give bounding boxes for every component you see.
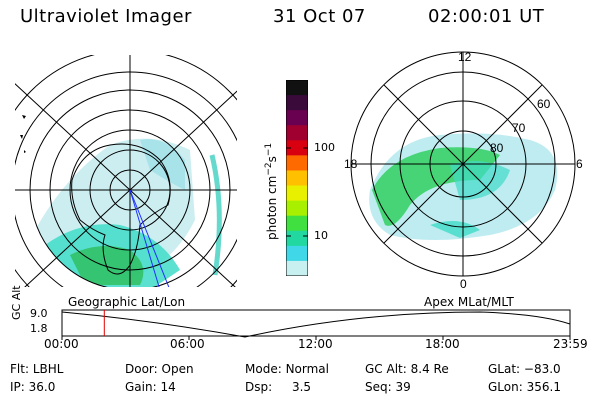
mlat-label-60: 60 [537, 97, 551, 111]
timeline-ytick-high: 9.0 [30, 307, 48, 320]
colorbar-band [286, 245, 308, 262]
timeline-xtick-0000: 00:00 [44, 337, 79, 351]
colorbar-band [286, 140, 308, 156]
door-info: Door: Open [125, 362, 194, 376]
colorbar-band [286, 185, 308, 202]
antarctica-coastline [71, 143, 171, 275]
colorbar-band [286, 170, 308, 187]
mlat-label-80: 80 [490, 141, 504, 155]
mlt-spokes [351, 52, 575, 276]
gcalt-info: GC Alt: 8.4 Re [365, 362, 449, 376]
colorbar-band [286, 215, 308, 232]
geographic-caption: Geographic Lat/Lon [68, 295, 186, 309]
dsp-info: Dsp: 3.5 [245, 380, 312, 394]
timeline-xtick-0600: 06:00 [170, 337, 205, 351]
colorbar-band [286, 125, 308, 141]
colorbar [286, 80, 308, 276]
meridian-highlight [129, 189, 170, 287]
gain-info: Gain: 14 [125, 380, 176, 394]
colorbar-band [286, 155, 308, 171]
magnetic-polar-map: 12 0 18 6 60 70 80 [344, 50, 583, 291]
glat-info: GLat: −83.0 [488, 362, 561, 376]
glon-info: GLon: 356.1 [488, 380, 561, 394]
mlt-label-0: 0 [460, 277, 467, 291]
apex-caption: Apex MLat/MLT [424, 295, 514, 309]
time-label: 02:00:01 UT [428, 6, 545, 27]
seq-info: Seq: 39 [365, 380, 411, 394]
timeline-xtick-1800: 18:00 [425, 337, 460, 351]
mlat-label-70: 70 [512, 121, 526, 135]
timeline-xtick-2359: 23:59 [553, 337, 588, 351]
colorbar-tick-10: 10 [314, 229, 328, 242]
timeline-y-axis-label: GC Alt [10, 285, 23, 320]
colorbar-tick-100: 100 [314, 141, 335, 154]
colorbar-band [286, 200, 308, 217]
colorbar-unit-label: photon cm−2s−1 [264, 142, 279, 240]
mlt-label-6: 6 [576, 157, 583, 171]
colorbar-band [286, 260, 308, 276]
colorbar-band [286, 95, 308, 111]
ip-info: IP: 36.0 [10, 380, 56, 394]
colorbar-band [286, 230, 308, 247]
date-label: 31 Oct 07 [273, 6, 366, 27]
filter-info: Flt: LBHL [10, 362, 64, 376]
orbit-timeline [61, 309, 571, 340]
instrument-title: Ultraviolet Imager [20, 6, 192, 27]
aurora-emission [30, 138, 195, 287]
longitude-grid [15, 55, 237, 287]
colorbar-band [286, 110, 308, 126]
timeline-ytick-low: 1.8 [30, 322, 48, 335]
geographic-map [15, 55, 237, 287]
mode-info: Mode: Normal [245, 362, 329, 376]
colorbar-band [286, 80, 308, 96]
timeline-xtick-1200: 12:00 [298, 337, 333, 351]
mlt-label-18: 18 [344, 157, 358, 171]
mlt-label-12: 12 [458, 50, 472, 64]
